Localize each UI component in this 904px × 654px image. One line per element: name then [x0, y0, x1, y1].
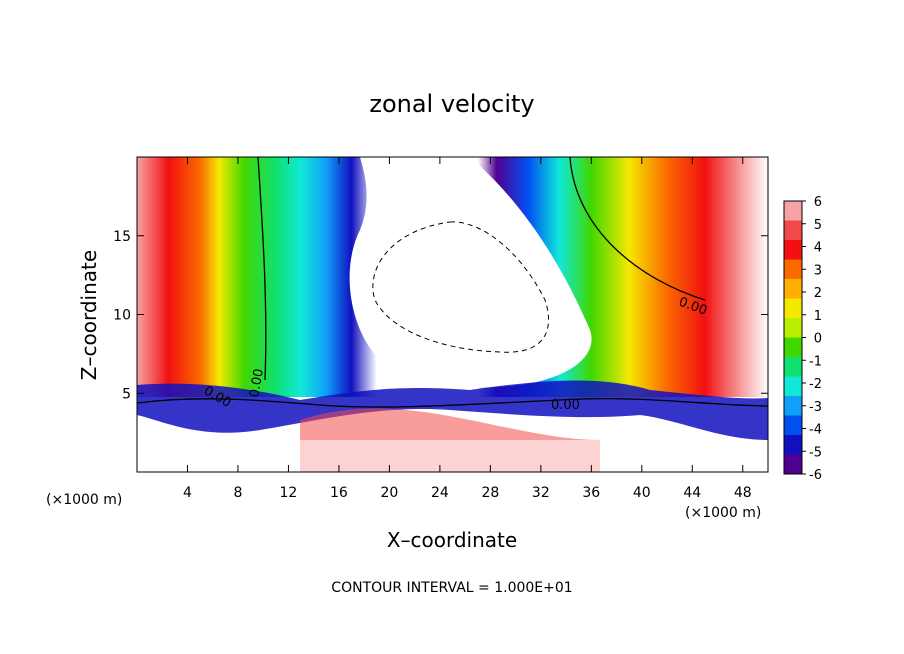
colorbar-swatch-0 — [784, 201, 802, 221]
colorbar-swatch-6 — [784, 318, 802, 338]
colorbar-swatch-8 — [784, 357, 802, 377]
x-tick-label-3: 16 — [330, 485, 348, 501]
y-tick-label-1: 10 — [113, 308, 131, 324]
colorbar-label-5: 1 — [814, 309, 822, 324]
colorbar-swatch-12 — [784, 435, 802, 455]
colorbar-swatch-1 — [784, 220, 802, 241]
chart-title: zonal velocity — [369, 90, 534, 118]
contour-label-c: 0.00 — [551, 398, 580, 413]
colorbar-label-11: -5 — [809, 445, 822, 460]
contour-label-b: 0.00 — [247, 368, 267, 399]
colorbar-swatch-10 — [784, 396, 802, 416]
colorbar: 6 5 4 3 2 1 0 -1 -2 -3 -4 -5 -6 — [783, 195, 822, 483]
field-lower-jet — [137, 380, 768, 440]
colorbar-label-4: 2 — [814, 286, 822, 301]
colorbar-swatch-4 — [784, 279, 802, 299]
field-bottom — [137, 440, 768, 472]
y-tick-label-2: 15 — [113, 229, 131, 245]
colorbar-swatch-2 — [784, 240, 802, 260]
x-tick-label-0: 4 — [183, 485, 192, 501]
x-tick-label-4: 20 — [380, 485, 398, 501]
field-white-core — [349, 157, 592, 388]
plot-area — [137, 157, 768, 472]
contour-zero-2 — [569, 157, 706, 301]
x-tick-label-7: 32 — [532, 485, 550, 501]
colorbar-label-3: 3 — [814, 263, 822, 278]
colorbar-swatch-9 — [784, 376, 802, 397]
y-axis-label: Z–coordinate — [77, 250, 101, 380]
x-tick-label-10: 44 — [683, 485, 701, 501]
contour-interval-note: CONTOUR INTERVAL = 1.000E+01 — [331, 580, 572, 596]
x-tick-label-5: 24 — [431, 485, 449, 501]
x-tick-label-9: 40 — [633, 485, 651, 501]
contour-zero-1 — [257, 157, 267, 381]
x-axis-label: X–coordinate — [387, 528, 517, 552]
colorbar-label-12: -6 — [809, 468, 822, 483]
x-unit-right: (×1000 m) — [685, 505, 761, 521]
colorbar-label-2: 4 — [814, 241, 822, 256]
colorbar-label-10: -4 — [809, 423, 822, 438]
x-axis-ticks: 4 8 12 16 20 24 28 32 36 40 44 48 — [183, 157, 752, 501]
colorbar-label-0: 6 — [814, 195, 822, 210]
x-tick-label-8: 36 — [582, 485, 600, 501]
y-tick-label-0: 5 — [122, 386, 131, 402]
x-unit-left: (×1000 m) — [46, 492, 122, 508]
x-tick-label-1: 8 — [233, 485, 242, 501]
x-tick-label-6: 28 — [481, 485, 499, 501]
colorbar-label-1: 5 — [814, 218, 822, 233]
colorbar-label-6: 0 — [814, 332, 822, 347]
colorbar-swatch-11 — [784, 415, 802, 436]
contour-zero-3 — [137, 397, 768, 408]
colorbar-label-7: -1 — [809, 354, 822, 369]
y-axis-ticks: 5 10 15 — [113, 229, 768, 402]
contour-negative-1 — [372, 221, 549, 353]
x-tick-label-11: 48 — [734, 485, 752, 501]
colorbar-swatch-5 — [784, 298, 802, 319]
colorbar-label-8: -2 — [809, 377, 822, 392]
x-tick-label-2: 12 — [280, 485, 298, 501]
colorbar-swatch-7 — [784, 337, 802, 358]
colorbar-label-9: -3 — [809, 400, 822, 415]
colorbar-swatch-3 — [784, 259, 802, 280]
colorbar-swatch-13 — [784, 454, 802, 475]
